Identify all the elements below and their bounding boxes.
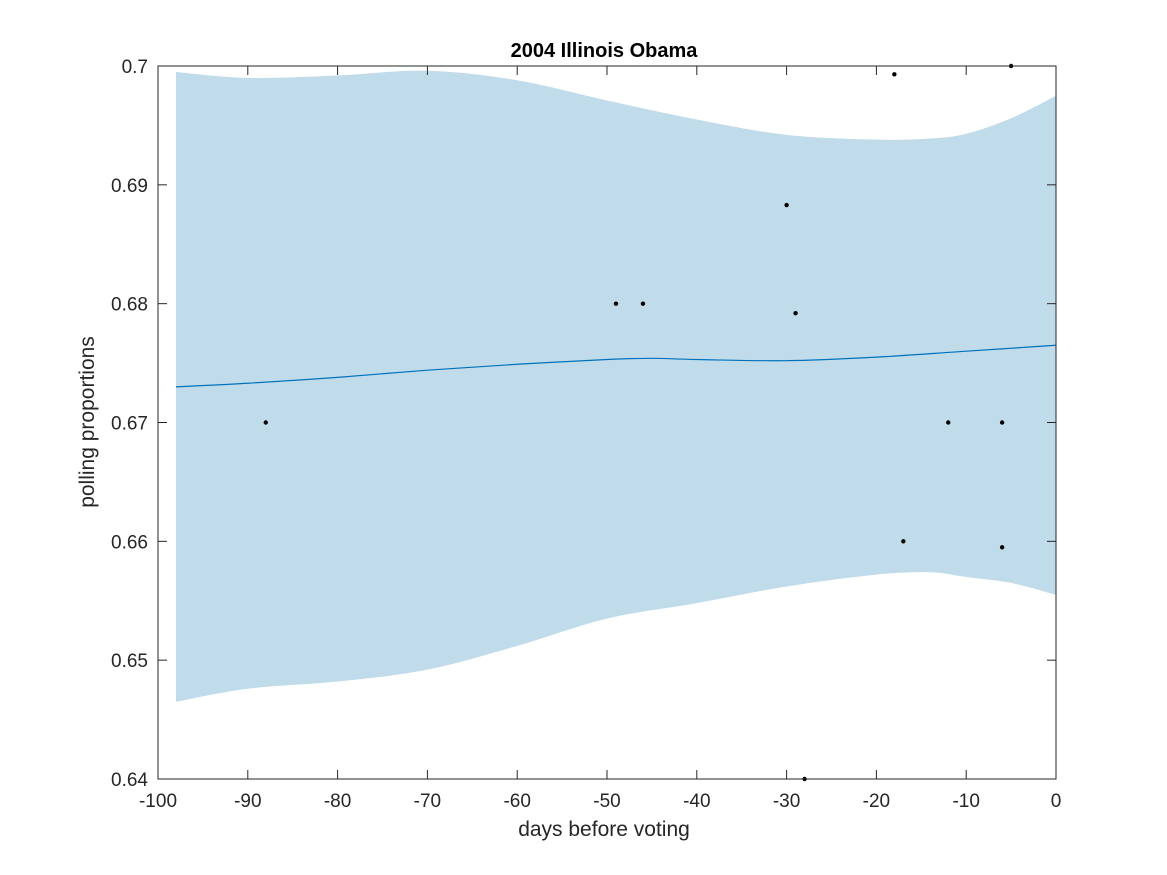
trend-line <box>175 344 1057 388</box>
confidence-band <box>175 70 1056 702</box>
x-tick-label: -90 <box>234 791 261 812</box>
y-axis-label: polling proportions <box>76 336 99 508</box>
data-point <box>263 420 268 425</box>
data-point <box>784 202 789 208</box>
x-tick-label: -10 <box>952 791 979 812</box>
data-point <box>793 310 798 316</box>
y-tick-label: 0.7 <box>122 57 148 78</box>
x-axis: -100 -90 -80 -70 -60 -50 -40 -30 -20 -10 0 <box>139 66 1061 812</box>
x-tick-label: -30 <box>773 791 800 812</box>
y-tick-label: 0.64 <box>111 770 148 791</box>
y-axis: 0.64 0.65 0.66 0.67 0.68 0.69 0.7 <box>111 57 1056 791</box>
data-points <box>263 63 1014 782</box>
y-tick-label: 0.65 <box>111 651 148 672</box>
y-tick-label: 0.66 <box>111 532 148 553</box>
x-tick-label: -20 <box>863 791 890 812</box>
x-tick-label: -60 <box>503 791 530 812</box>
data-point <box>946 420 951 425</box>
x-tick-label: 0 <box>1051 791 1062 812</box>
x-tick-label: -70 <box>414 791 441 812</box>
chart-title: 2004 Illinois Obama <box>511 40 699 62</box>
x-axis-label: days before voting <box>518 818 690 841</box>
x-tick-label: -50 <box>593 791 620 812</box>
data-point <box>613 301 619 306</box>
y-tick-label: 0.68 <box>111 295 148 316</box>
x-tick-label: -80 <box>324 791 351 812</box>
data-point <box>999 420 1005 425</box>
data-point <box>901 539 906 544</box>
y-tick-label: 0.67 <box>111 414 148 435</box>
y-tick-label: 0.69 <box>111 176 148 197</box>
data-point <box>640 301 646 306</box>
data-point <box>999 545 1005 550</box>
x-tick-label: -100 <box>139 791 177 812</box>
x-tick-label: -40 <box>683 791 710 812</box>
data-point <box>892 72 897 77</box>
